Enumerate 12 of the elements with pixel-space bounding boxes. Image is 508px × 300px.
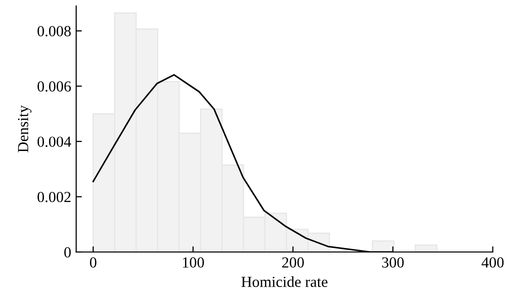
x-tick-label: 100	[182, 257, 204, 268]
y-tick-label: 0	[64, 247, 71, 258]
x-axis-title: Homicide rate	[241, 276, 328, 288]
y-tick-label: 0.004	[38, 136, 72, 147]
y-tick-label: 0.008	[38, 26, 71, 36]
y-axis-title: Density	[18, 105, 32, 152]
x-tick-label: 300	[382, 257, 404, 268]
y-tick-label: 0.006	[38, 81, 71, 92]
y-tick-label: 0.002	[38, 192, 70, 202]
x-tick-label: 400	[482, 257, 504, 268]
x-tick-label: 0	[90, 257, 96, 268]
x-tick-label: 200	[282, 257, 304, 268]
